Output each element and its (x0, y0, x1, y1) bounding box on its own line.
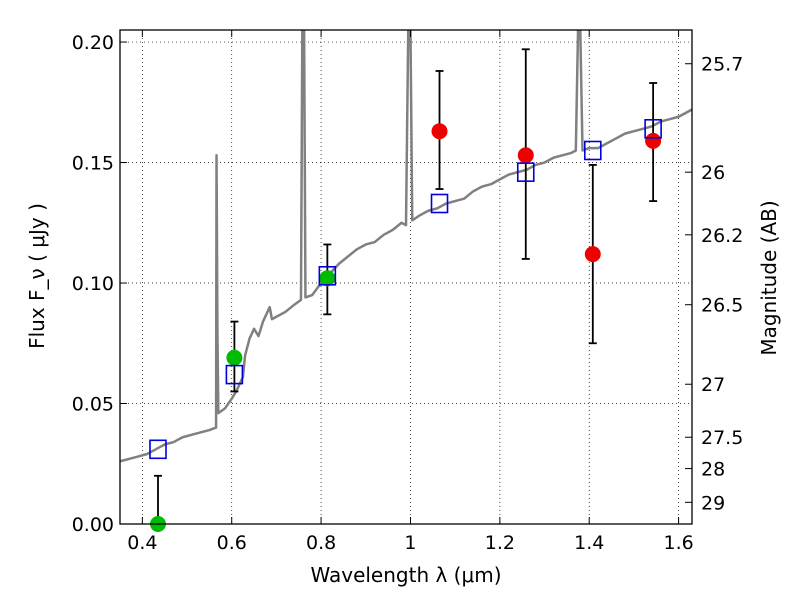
x-tick-label: 0.8 (306, 532, 336, 554)
right-tick-label: 26.2 (701, 225, 743, 247)
y-tick-label: 0.15 (72, 153, 114, 175)
right-tick-label: 27 (701, 374, 725, 396)
x-tick-label: 1.4 (574, 532, 604, 554)
right-axis-title: Magnitude (AB) (757, 200, 781, 355)
y-axis-title: Flux F_ν ( μJy ) (25, 203, 49, 349)
right-tick-label: 29 (701, 492, 725, 514)
data-point (517, 147, 534, 164)
data-point (319, 270, 336, 287)
data-point (645, 132, 662, 149)
data-point (431, 123, 448, 140)
right-tick-label: 26.5 (701, 295, 743, 317)
template-spectrum (120, 30, 692, 463)
x-tick-label: 0.6 (217, 532, 247, 554)
data-point (584, 246, 601, 263)
right-tick-label: 27.5 (701, 427, 743, 449)
y-tick-label: 0.20 (72, 32, 114, 54)
model-point (430, 193, 449, 214)
y-tick-label: 0.05 (72, 394, 114, 416)
x-axis-title: Wavelength λ (μm) (310, 563, 501, 587)
x-tick-label: 1 (404, 532, 416, 554)
right-tick-label: 28 (701, 459, 725, 481)
x-tick-label: 1.2 (485, 532, 515, 554)
y-tick-label: 0.10 (72, 273, 114, 295)
model-point (225, 364, 244, 385)
x-tick-labels: 0.4 0.6 0.8 1 1.2 1.4 1.6 (127, 532, 693, 554)
model-point (149, 439, 167, 460)
model-point (644, 119, 662, 139)
data-point (226, 349, 243, 366)
model-point (516, 162, 535, 182)
grid (120, 30, 692, 525)
model-point (318, 265, 337, 286)
model-point (583, 140, 602, 161)
axis-ticks (120, 30, 692, 525)
y-tick-label: 0.00 (72, 514, 114, 536)
right-tick-labels: 25.7 26 26.2 26.5 27 27.5 28 29 (701, 54, 743, 515)
right-tick-label: 26 (701, 162, 725, 184)
spectrum-line (120, 30, 692, 463)
plot-frame (119, 29, 693, 525)
x-tick-label: 1.6 (663, 532, 693, 554)
y-tick-labels: 0.00 0.05 0.10 0.15 0.20 (72, 32, 114, 536)
x-tick-label: 0.4 (127, 532, 157, 554)
right-tick-label: 25.7 (701, 54, 743, 76)
